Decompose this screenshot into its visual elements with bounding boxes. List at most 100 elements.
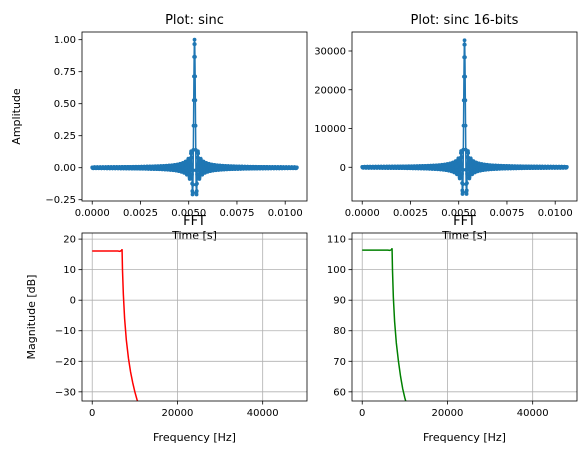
y-tick-label: 70 (333, 357, 346, 368)
x-tick-label: 0.0100 (538, 208, 573, 219)
y-tick-label: 100 (327, 265, 346, 276)
y-tick-label: −0.25 (45, 195, 76, 206)
chart-sinc-16bit: 0.0000 0.0025 0.0050 0.0075 0.0100 0 10000 200… (314, 13, 578, 242)
x-tick-label: 0.0100 (268, 208, 303, 219)
data-point (456, 159, 461, 163)
data-point (193, 98, 198, 103)
chart-fft: 0 20000 40000 −30 −20 −10 0 10 20 FFT Frequency… (25, 214, 308, 444)
data-point (194, 192, 199, 197)
y-tick-label: 0.00 (54, 163, 76, 174)
x-tick-label: 40000 (517, 408, 549, 419)
axes-frame (81, 31, 308, 202)
data-point (460, 172, 464, 176)
y-tick-label: 90 (333, 296, 346, 307)
x-tick-label: 0 (359, 408, 365, 419)
data-point (191, 168, 196, 173)
data-point (462, 42, 467, 47)
data-point (458, 167, 463, 172)
x-tick-label: 0 (89, 408, 95, 419)
chart-title: Plot: sinc (165, 13, 224, 28)
data-point (294, 165, 299, 170)
x-tick-label: 0.0050 (441, 208, 476, 219)
y-tick-label: 30000 (314, 46, 346, 57)
data-point (193, 54, 197, 59)
data-point (464, 167, 468, 172)
data-point (465, 181, 469, 186)
data-point (194, 189, 199, 193)
data-point (188, 168, 193, 173)
y-tick-label: 20000 (314, 85, 346, 96)
y-axis-label: Magnitude [dB] (25, 275, 38, 360)
x-tick-label: 20000 (432, 408, 464, 419)
data-point (463, 123, 468, 128)
y-tick-label: 20 (63, 235, 76, 246)
y-tick-label: 10 (63, 265, 76, 276)
data-point (189, 155, 194, 160)
data-point (195, 181, 199, 186)
data-point (188, 176, 192, 181)
x-tick-label: 0.0025 (393, 208, 428, 219)
data-point (464, 192, 469, 196)
x-tick-label: 20000 (162, 408, 194, 419)
chart-sinc: 0.0000 0.0025 0.0050 0.0075 0.0100 −0.25 0.00… (10, 13, 308, 242)
data-point (193, 74, 198, 79)
data-point (461, 182, 465, 186)
y-tick-label: 110 (327, 235, 346, 246)
axes-frame (351, 232, 578, 402)
data-point (189, 163, 194, 168)
series-line (92, 248, 139, 401)
data-point (186, 159, 191, 164)
data-point (466, 151, 471, 155)
data-point (463, 74, 468, 79)
x-tick-label: 0.0025 (123, 208, 158, 219)
data-point (458, 175, 462, 180)
chart-title: FFT (453, 214, 476, 229)
data-point (459, 155, 464, 159)
x-tick-label: 40000 (247, 408, 279, 419)
data-point (193, 123, 198, 128)
y-tick-label: 10000 (314, 124, 346, 135)
data-point (190, 190, 195, 195)
y-tick-label: 0 (340, 163, 346, 174)
y-tick-label: −20 (55, 357, 76, 368)
x-axis-label: Time [s] (441, 229, 487, 242)
y-tick-label: −30 (55, 387, 76, 398)
data-point (459, 150, 464, 155)
x-axis-label: Frequency [Hz] (423, 431, 506, 444)
data-point (463, 98, 468, 103)
y-tick-label: 0 (70, 296, 76, 307)
data-point (460, 190, 465, 195)
x-tick-label: 0.0000 (75, 208, 110, 219)
y-axis-label: Amplitude (10, 88, 23, 145)
y-tick-label: −10 (55, 326, 76, 337)
axes-frame (351, 31, 578, 202)
y-tick-label: 1.00 (54, 35, 76, 46)
data-point (192, 37, 197, 42)
data-point (564, 165, 569, 169)
x-axis-label: Frequency [Hz] (153, 431, 236, 444)
chart-title: Plot: sinc 16-bits (411, 13, 519, 28)
data-point (196, 151, 201, 156)
data-point (189, 150, 194, 155)
y-tick-label: 60 (333, 387, 346, 398)
chart-title: FFT (183, 214, 206, 229)
data-point (463, 55, 467, 60)
data-point (197, 175, 202, 180)
data-point (467, 175, 472, 179)
x-tick-label: 0.0075 (219, 208, 254, 219)
y-tick-label: 0.50 (54, 99, 76, 110)
data-point (194, 168, 198, 173)
data-point (461, 167, 466, 172)
data-point (191, 182, 195, 187)
y-tick-label: 0.75 (54, 67, 76, 78)
chart-fft-16bit: 0 20000 40000 60 70 80 90 100 110 FFT Frequency… (327, 214, 578, 444)
x-axis-label: Time [s] (171, 229, 217, 242)
data-point (459, 162, 464, 167)
x-tick-label: 0.0075 (489, 208, 524, 219)
data-point (464, 188, 469, 193)
y-tick-label: 0.25 (54, 131, 76, 142)
data-point (190, 172, 194, 177)
x-tick-label: 0.0000 (345, 208, 380, 219)
